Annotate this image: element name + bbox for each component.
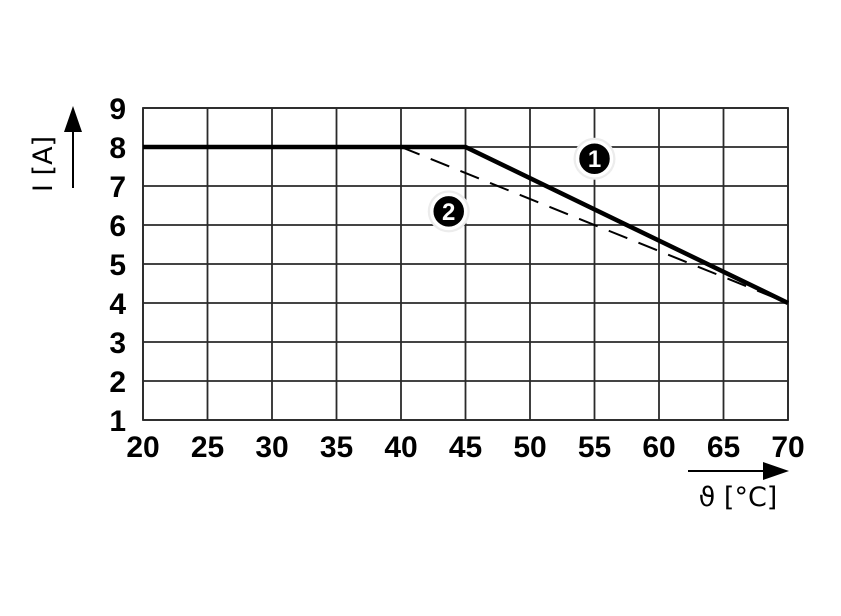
y-axis-title-group: I [A] bbox=[28, 106, 82, 192]
x-tick-label-55: 55 bbox=[578, 431, 611, 464]
curve-layer bbox=[143, 144, 789, 306]
marker-number: 1 bbox=[588, 146, 601, 173]
y-tick-label-1: 1 bbox=[109, 405, 126, 438]
curve-2 bbox=[400, 146, 789, 304]
x-tick-label-20: 20 bbox=[126, 431, 159, 464]
x-tick-label-35: 35 bbox=[320, 431, 353, 464]
x-axis-title: ϑ [°C] bbox=[699, 482, 778, 513]
marker-circle bbox=[575, 139, 614, 178]
y-tick-label-4: 4 bbox=[109, 288, 126, 321]
x-tick-label-25: 25 bbox=[191, 431, 224, 464]
series-marker-1: 1 bbox=[573, 137, 616, 180]
y-tick-label-5: 5 bbox=[109, 249, 126, 282]
series-marker-2: 2 bbox=[427, 190, 470, 233]
y-tick-label-2: 2 bbox=[109, 366, 126, 399]
marker-number: 2 bbox=[442, 199, 455, 226]
y-tick-label-7: 7 bbox=[109, 171, 126, 204]
y-tick-label-3: 3 bbox=[109, 327, 126, 360]
x-tick-label-45: 45 bbox=[449, 431, 482, 464]
marker-layer: 12 bbox=[427, 137, 616, 233]
y-tick-label-9: 9 bbox=[109, 93, 126, 126]
y-tick-labels: 1 2 3 4 5 6 7 8 9 bbox=[109, 93, 126, 438]
plot-border bbox=[142, 107, 789, 421]
x-tick-label-65: 65 bbox=[707, 431, 740, 464]
x-tick-label-30: 30 bbox=[255, 431, 288, 464]
x-tick-labels: 20 25 30 35 40 45 50 55 60 65 70 bbox=[126, 431, 804, 464]
curve-1 bbox=[143, 144, 789, 306]
y-axis-arrow-icon bbox=[64, 106, 82, 132]
x-tick-label-70: 70 bbox=[771, 431, 804, 464]
y-tick-label-6: 6 bbox=[109, 210, 126, 243]
y-tick-label-8: 8 bbox=[109, 132, 126, 165]
x-tick-label-60: 60 bbox=[642, 431, 675, 464]
grid-layer bbox=[142, 107, 789, 421]
x-tick-label-40: 40 bbox=[384, 431, 417, 464]
x-axis-arrow-icon bbox=[763, 462, 789, 480]
x-axis-title-group: ϑ [°C] bbox=[688, 462, 789, 513]
y-axis-title: I [A] bbox=[28, 136, 59, 192]
x-tick-label-50: 50 bbox=[513, 431, 546, 464]
marker-circle bbox=[429, 192, 468, 231]
